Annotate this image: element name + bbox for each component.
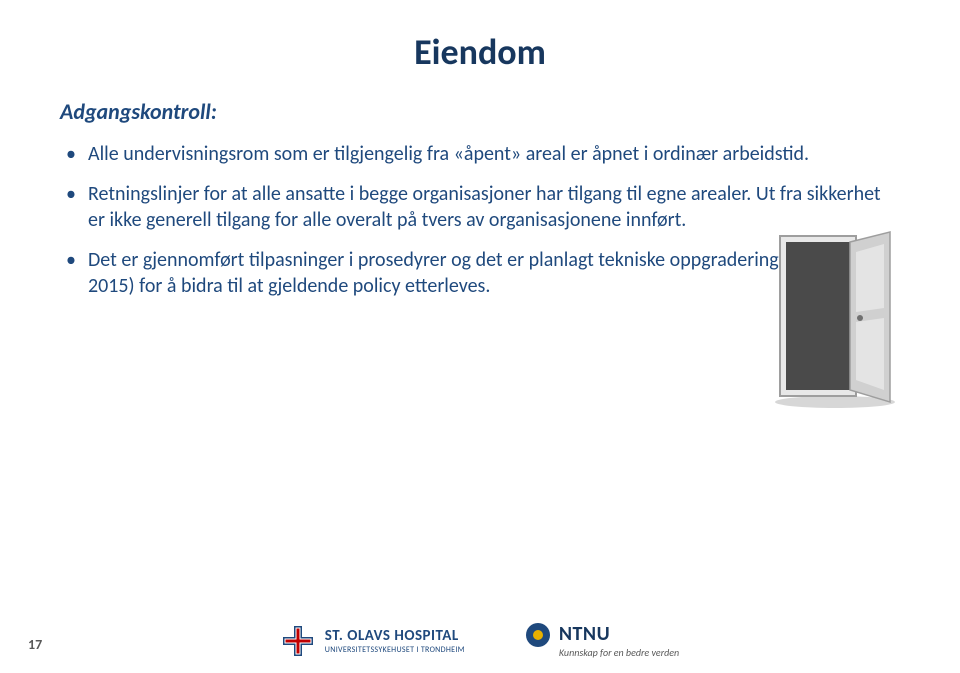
ntnu-icon	[525, 622, 551, 648]
stolavs-icon	[281, 624, 315, 658]
door-icon	[770, 230, 900, 415]
ntnu-subtitle: Kunnskap for en bedre verden	[559, 646, 679, 659]
ntnu-logo: NTNU Kunnskap for en bedre verden	[525, 622, 679, 659]
slide-subtitle: Adgangskontroll:	[60, 98, 900, 125]
bullet-item: Retningslinjer for at alle ansatte i beg…	[60, 181, 900, 233]
stolavs-name: ST. OLAVS HOSPITAL	[325, 627, 465, 645]
bullet-item: Alle undervisningsrom som er tilgjengeli…	[60, 141, 900, 167]
ntnu-name: NTNU	[559, 622, 679, 646]
stolavs-logo: ST. OLAVS HOSPITAL UNIVERSITETSSYKEHUSET…	[281, 624, 465, 658]
stolavs-subtitle: UNIVERSITETSSYKEHUSET I TRONDHEIM	[325, 645, 465, 655]
slide-title: Eiendom	[60, 30, 900, 74]
logo-row: ST. OLAVS HOSPITAL UNIVERSITETSSYKEHUSET…	[0, 622, 960, 659]
slide-container: Eiendom Adgangskontroll: Alle undervisni…	[0, 0, 960, 673]
